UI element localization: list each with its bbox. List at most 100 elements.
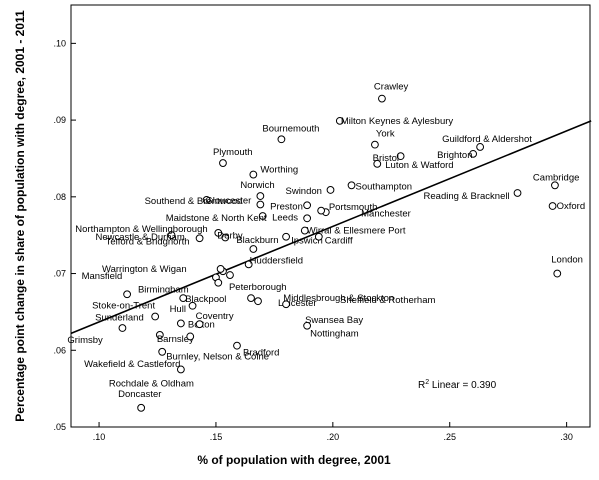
point-label-barnsley: Barnsley	[157, 334, 194, 345]
point-huddersfield	[244, 260, 253, 269]
point-label-burnley-nelson-colne: Burnley, Nelson & Colne	[166, 351, 269, 362]
point-derby	[221, 233, 230, 242]
point-label-mansfield: Mansfield	[82, 271, 123, 282]
point-label-gloucester: Gloucester	[205, 195, 251, 206]
point-label-cardiff: Cardiff	[325, 236, 353, 247]
point-oxford	[548, 202, 557, 210]
point-wirral-ellesmere-port	[300, 226, 309, 235]
point-ipswich	[282, 232, 290, 241]
point-label-swansea-bay: Swansea Bay	[305, 315, 363, 326]
point-sheffield-rotherham	[247, 294, 255, 302]
point-leeds	[303, 214, 312, 223]
point-telford-bridgnorth	[195, 234, 204, 243]
point-label-guildford-aldershot: Guildford & Aldershot	[442, 134, 532, 145]
point-hull	[188, 301, 197, 310]
point-bradford	[233, 341, 241, 350]
point-southampton	[347, 181, 356, 190]
r2-label: R2 Linear = 0.390	[418, 379, 497, 391]
point-worthing	[249, 170, 258, 179]
point-burnley-nelson-colne	[186, 332, 195, 341]
point-label-cambridge: Cambridge	[533, 172, 579, 183]
point-maidstone-north-kent	[258, 212, 267, 220]
point-mansfield	[216, 265, 225, 273]
point-label-brighton: Brighton	[437, 150, 472, 161]
point-label-newcastle-durham: Newcastle & Durham	[96, 232, 185, 243]
point-sunderland	[151, 312, 160, 321]
point-label-peterborough: Peterborough	[229, 282, 287, 293]
point-label-norwich: Norwich	[240, 180, 274, 191]
point-crawley	[378, 94, 386, 103]
point-brighton	[469, 149, 478, 158]
point-label-blackburn: Blackburn	[236, 235, 278, 246]
point-preston	[303, 201, 312, 210]
point-label-telford-bridgnorth: Telford & Bridgnorth	[106, 236, 190, 247]
x-tick-label: .30	[560, 432, 573, 442]
point-label-warrington-wigan: Warrington & Wigan	[102, 264, 187, 275]
point-blackburn	[249, 245, 258, 253]
point-swindon	[326, 186, 335, 194]
point-milton-keynes-aylesbury	[335, 116, 344, 125]
point-label-derby: Derby	[217, 230, 243, 241]
point-nottingham	[303, 321, 312, 330]
x-axis-title: % of population with degree, 2001	[197, 453, 391, 467]
point-middlesbrough-stockton	[214, 278, 223, 287]
point-label-nottingham: Nottingham	[310, 329, 359, 340]
point-grimsby	[118, 324, 127, 332]
point-manchester	[317, 206, 326, 215]
point-gloucester	[256, 200, 265, 209]
point-luton-watford	[373, 159, 382, 168]
x-tick-label: .20	[327, 432, 340, 442]
y-axis-title: Percentage point change in share of popu…	[13, 10, 27, 422]
point-barnsley	[155, 331, 164, 339]
point-bristol	[396, 152, 405, 161]
point-label-sheffield-rotherham: Sheffield & Rotherham	[340, 295, 435, 306]
point-reading-bracknell	[513, 189, 522, 197]
point-label-rochdale-oldham: Rochdale & Oldham	[109, 378, 194, 389]
point-label-luton-watford: Luton & Watford	[385, 160, 453, 171]
y-tick-label: .09	[53, 115, 66, 125]
point-blackpool	[179, 294, 188, 302]
point-label-northampton-wellingborough: Northampton & Wellingborough	[75, 224, 207, 235]
y-tick-label: .07	[53, 269, 66, 279]
x-tick-label: .10	[93, 432, 106, 442]
point-norwich	[256, 192, 265, 200]
point-label-sunderland: Sunderland	[95, 313, 144, 324]
point-label-portsmouth: Portsmouth	[329, 202, 378, 213]
point-label-maidstone-north-kent: Maidstone & North Kent	[166, 213, 267, 224]
y-tick-label: .06	[53, 345, 66, 355]
point-label-birmingham: Birmingham	[138, 284, 189, 295]
point-northampton-wellingborough	[214, 228, 223, 237]
point-york	[371, 140, 379, 149]
point-label-bradford: Bradford	[243, 348, 279, 359]
point-cambridge	[551, 181, 559, 190]
y-tick-label: .08	[53, 192, 66, 202]
point-label-southampton: Southampton	[356, 181, 413, 192]
point-label-bournemouth: Bournemouth	[262, 123, 319, 134]
point-label-leeds: Leeds	[272, 212, 298, 223]
point-guildford-aldershot	[476, 143, 485, 151]
point-label-coventry: Coventry	[196, 311, 234, 322]
point-bolton	[176, 319, 185, 328]
y-tick-label: .05	[53, 422, 66, 432]
point-label-grimsby: Grimsby	[67, 335, 103, 346]
point-label-hull: Hull	[170, 304, 186, 315]
point-label-plymouth: Plymouth	[213, 147, 253, 158]
point-label-manchester: Manchester	[361, 209, 411, 220]
point-label-southend-brentwood: Southend & Brentwood	[145, 196, 243, 207]
point-label-stoke-on-trent: Stoke-on-Trent	[92, 300, 155, 311]
point-label-crawley: Crawley	[374, 82, 409, 93]
point-southend-brentwood	[202, 195, 211, 204]
point-doncaster	[137, 403, 146, 412]
point-label-wirral-ellesmere-port: Wirral & Ellesmere Port	[307, 226, 406, 237]
point-leicester	[254, 297, 262, 306]
point-label-bristol: Bristol	[373, 153, 399, 164]
x-tick-label: .25	[443, 432, 456, 442]
plot-area	[70, 4, 591, 428]
point-coventry	[195, 320, 204, 329]
point-label-wakefield-castleford: Wakefield & Castleford	[84, 359, 180, 370]
point-label-london: London	[551, 255, 583, 266]
point-swansea-bay	[282, 300, 290, 309]
point-label-huddersfield: Huddersfield	[250, 255, 303, 266]
point-label-middlesbrough-stockton: Middlesbrough & Stockton	[283, 293, 394, 304]
